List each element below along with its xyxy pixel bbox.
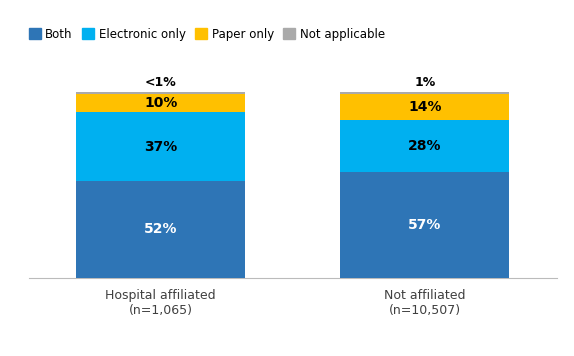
Bar [340,94,509,120]
Text: 28%: 28% [408,139,441,153]
Text: 14%: 14% [408,100,441,114]
Bar [76,94,245,112]
Bar [76,181,245,278]
Bar [76,92,245,94]
Text: <1%: <1% [145,76,177,89]
Bar [340,172,509,278]
Bar [76,112,245,181]
Text: 37%: 37% [144,140,177,154]
Text: 1%: 1% [414,76,436,89]
Text: 10%: 10% [144,96,177,110]
Text: 57%: 57% [408,218,441,232]
Text: 52%: 52% [144,222,177,236]
Bar [340,120,509,172]
Bar [340,92,509,94]
Legend: Both, Electronic only, Paper only, Not applicable: Both, Electronic only, Paper only, Not a… [24,23,390,46]
